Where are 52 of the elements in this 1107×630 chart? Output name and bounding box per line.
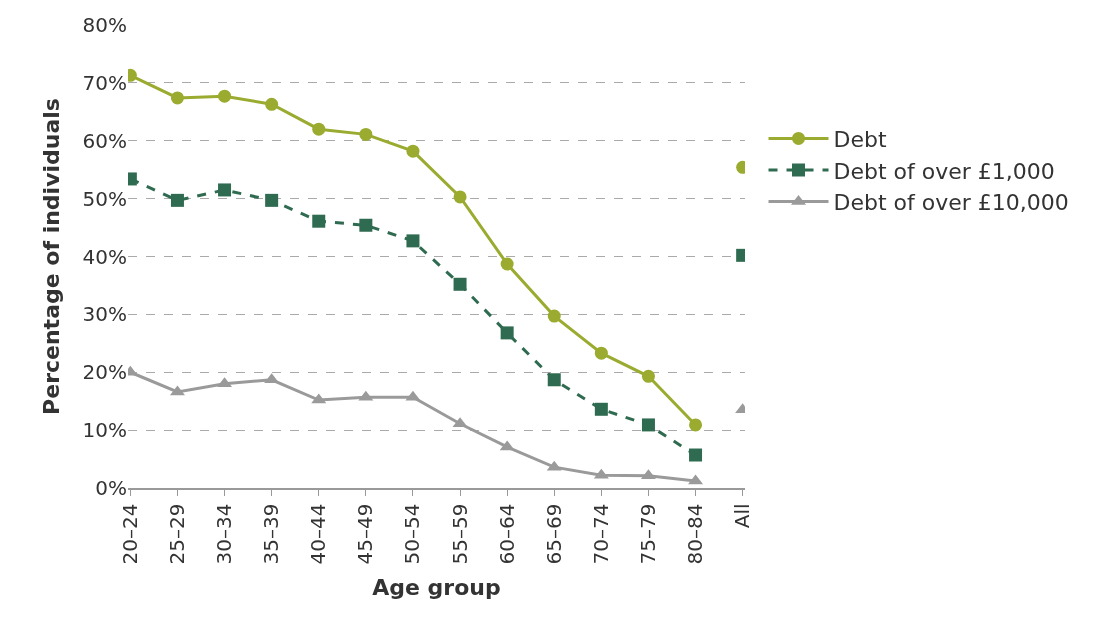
point: [689, 448, 703, 462]
point: [265, 97, 279, 111]
point: [641, 369, 655, 383]
y-tick-label: 70%: [82, 70, 127, 95]
point: [500, 257, 514, 271]
x-tick-label: 35–39: [259, 503, 284, 565]
point: [406, 144, 420, 158]
point: [406, 234, 420, 248]
point: [359, 127, 373, 141]
x-tick-label: 75–79: [635, 503, 660, 565]
point: [453, 277, 467, 291]
point: [218, 183, 232, 197]
x-tick-label: 45–49: [353, 503, 378, 565]
x-tick-label: 70–74: [588, 503, 613, 565]
point: [641, 418, 655, 432]
y-tick-label: 20%: [82, 360, 127, 385]
point: [594, 346, 608, 360]
point: [547, 309, 561, 323]
y-tick-label: 0%: [95, 476, 127, 500]
x-tick-label: 50–54: [400, 503, 425, 565]
x-axis-title: Age group: [372, 575, 501, 601]
x-tick-label: 55–59: [447, 503, 472, 565]
x-tick-label: 20–24: [117, 503, 142, 565]
x-tick-label: 60–64: [494, 503, 519, 565]
y-tick-label: 50%: [82, 186, 127, 211]
y-tick-label: 80%: [82, 13, 127, 37]
point: [218, 89, 232, 103]
point: [500, 326, 514, 340]
point: [312, 214, 326, 228]
x-tick-label: All: [730, 503, 755, 529]
y-tick-label: 40%: [82, 244, 127, 269]
x-tick-label: 65–69: [541, 503, 566, 565]
point: [547, 373, 561, 387]
point: [689, 418, 703, 432]
point: [312, 122, 326, 136]
point: [265, 193, 279, 207]
x-tick-label: 30–34: [212, 503, 237, 565]
legend-label: Debt of over £1,000: [833, 158, 1055, 184]
point: [594, 402, 608, 416]
legend-label: Debt of over £10,000: [833, 190, 1069, 216]
x-tick-label: 80–84: [683, 503, 708, 565]
y-tick-label: 30%: [82, 302, 127, 327]
y-axis-title: Percentage of individuals: [39, 98, 65, 415]
legend-label: Debt: [833, 126, 887, 152]
y-tick-label: 60%: [82, 128, 127, 153]
y-tick-label: 10%: [82, 418, 127, 443]
point: [453, 190, 467, 204]
x-tick-label: 40–44: [306, 503, 331, 565]
point: [170, 193, 184, 207]
x-tick-label: 25–29: [164, 503, 189, 565]
point: [359, 218, 373, 232]
point: [170, 91, 184, 105]
